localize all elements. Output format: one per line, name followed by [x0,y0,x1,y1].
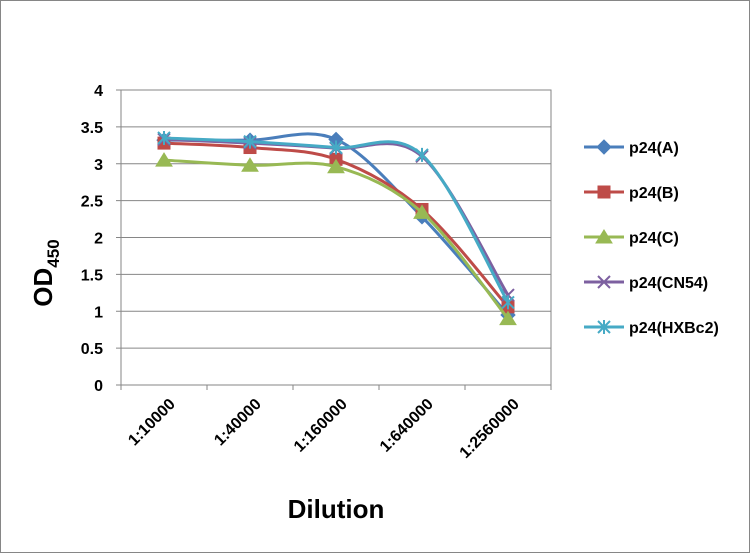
series-p24-hxbc2 [157,130,515,310]
legend-marker [597,275,611,289]
x-tick-label: 1:10000 [125,396,179,450]
y-axis-title: OD450 [28,239,63,306]
data-point [329,140,343,155]
legend-marker [596,139,612,155]
series-line [163,136,510,304]
series-line [163,158,510,320]
series-p24-c [155,152,517,326]
y-tick-label: 0.5 [81,341,103,358]
y-tick-label: 2.5 [81,194,103,211]
y-tick-label: 0 [94,378,103,395]
x-tick-label: 1:640000 [377,396,437,456]
data-point [415,147,429,162]
x-tick-label: 1:40000 [211,396,265,450]
legend-label: p24(HXBc2) [629,320,719,337]
y-tick-label: 3.5 [81,120,103,137]
legend-item: p24(B) [584,185,679,202]
x-axis-title: Dilution [288,494,385,524]
data-point [413,204,431,219]
legend-item: p24(A) [584,139,679,157]
data-point [241,157,259,172]
legend-label: p24(C) [629,230,679,247]
legend-item: p24(CN54) [584,275,708,292]
legend-label: p24(A) [629,140,679,157]
data-point [243,134,257,149]
data-point [157,130,171,145]
y-axis-title-sub: 450 [44,239,63,267]
y-tick-label: 3 [94,157,103,174]
x-tick-label: 1:2560000 [457,396,523,462]
legend: p24(A) p24(B) p24(C) p24(CN54) p24(HXBc2) [584,139,719,337]
y-axis: 0 0.5 1 1.5 2 2.5 3 3.5 4 [81,83,121,395]
legend-marker [597,185,611,199]
data-point [155,152,173,167]
y-tick-label: 2 [94,231,103,248]
legend-label: p24(CN54) [629,275,708,292]
legend-marker [597,320,611,334]
y-tick-label: 1.5 [81,267,103,284]
data-point [327,158,345,174]
data-point [501,295,515,310]
x-tick-label: 1:160000 [291,396,351,456]
y-axis-title-main: OD [28,268,58,307]
y-tick-label: 1 [94,304,103,321]
legend-item: p24(HXBc2) [584,320,719,337]
legend-marker [595,229,613,244]
legend-label: p24(B) [629,185,679,202]
series-group [155,130,517,326]
data-point [499,310,517,326]
legend-item: p24(C) [584,229,679,247]
x-axis: 1:10000 1:40000 1:160000 1:640000 1:2560000 [120,385,552,462]
y-tick-label: 4 [94,83,103,100]
